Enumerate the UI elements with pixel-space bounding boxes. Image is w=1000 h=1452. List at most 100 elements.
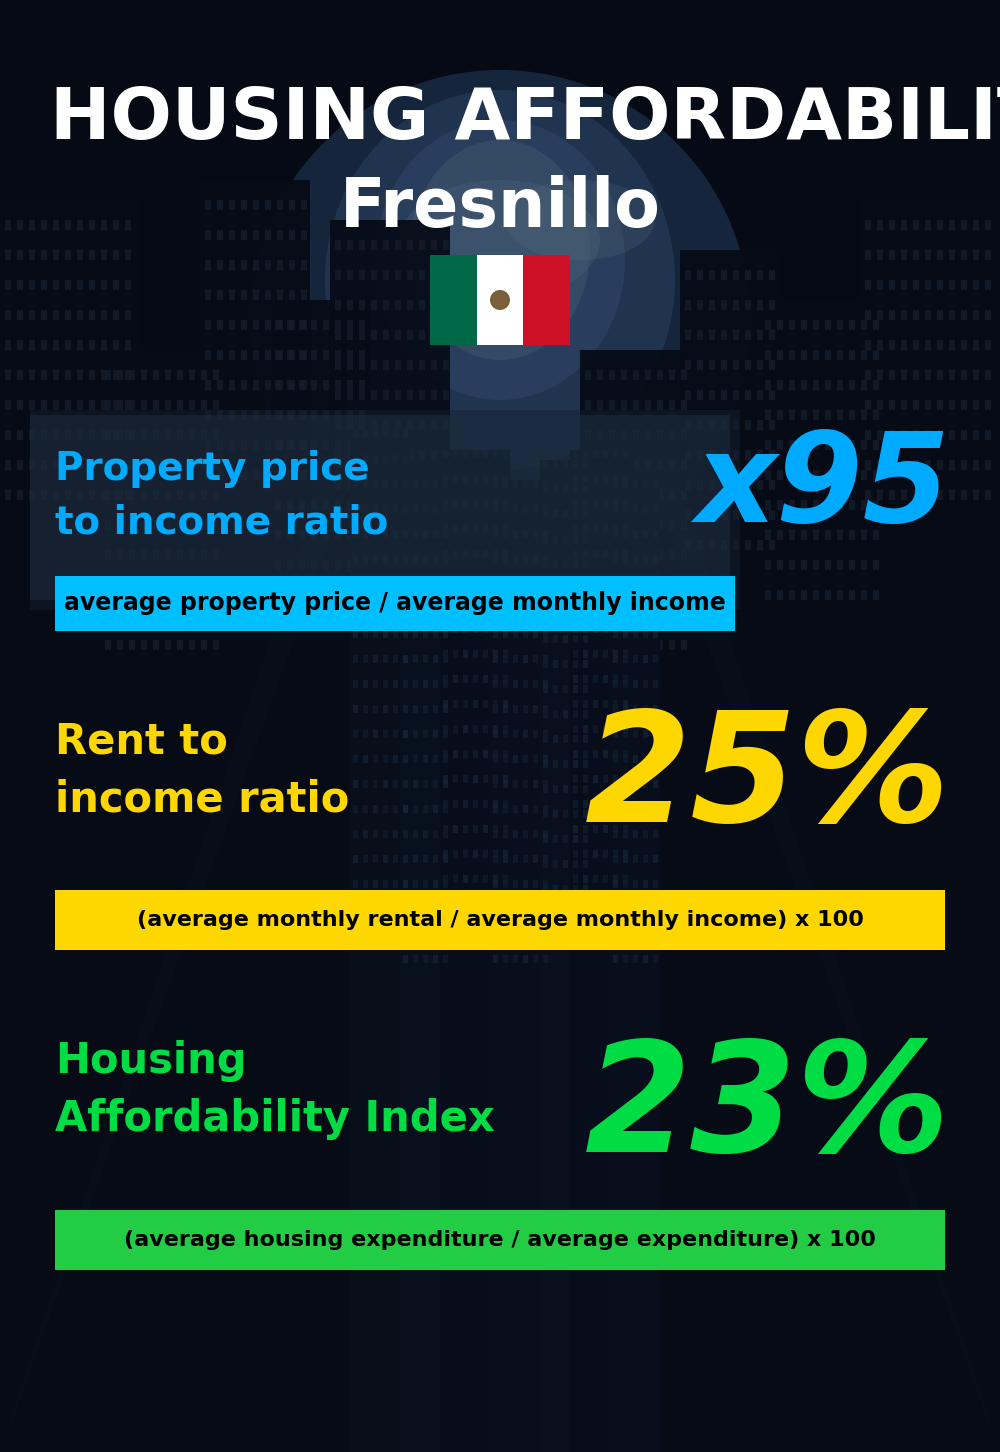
Bar xyxy=(777,470,783,481)
Bar xyxy=(789,499,795,510)
Bar xyxy=(77,489,83,499)
Bar xyxy=(17,460,23,470)
Bar xyxy=(757,540,763,550)
Bar xyxy=(573,510,578,518)
Bar xyxy=(275,560,281,571)
Bar xyxy=(949,460,955,470)
Bar xyxy=(503,630,508,637)
Bar xyxy=(277,470,283,481)
Bar xyxy=(353,630,358,637)
Bar xyxy=(553,460,558,468)
Bar xyxy=(493,905,498,913)
Bar xyxy=(363,680,368,688)
Bar xyxy=(583,710,588,717)
Bar xyxy=(29,399,35,409)
Bar xyxy=(241,470,247,481)
Bar xyxy=(453,700,458,709)
Bar xyxy=(217,200,223,211)
Bar xyxy=(553,860,558,868)
Bar xyxy=(621,520,627,530)
Bar xyxy=(985,250,991,260)
Bar xyxy=(347,350,353,360)
Bar xyxy=(583,485,588,494)
Bar xyxy=(653,880,658,889)
Bar xyxy=(613,849,618,858)
Bar xyxy=(201,640,207,650)
Bar xyxy=(403,955,408,963)
Bar xyxy=(580,350,690,1452)
Bar xyxy=(985,221,991,229)
Bar xyxy=(597,489,603,499)
Bar xyxy=(217,319,223,330)
Bar xyxy=(633,505,638,513)
Bar xyxy=(653,905,658,913)
Bar xyxy=(493,624,498,633)
Bar xyxy=(311,409,317,420)
Bar xyxy=(473,725,478,733)
Bar xyxy=(765,560,771,571)
Bar xyxy=(125,399,131,409)
Bar xyxy=(289,380,295,391)
Bar xyxy=(745,481,751,489)
Bar xyxy=(275,319,281,330)
Bar xyxy=(129,399,135,409)
Bar xyxy=(383,706,388,713)
Bar xyxy=(613,825,618,833)
Bar xyxy=(721,270,727,280)
Bar xyxy=(603,675,608,682)
Bar xyxy=(101,250,107,260)
Bar xyxy=(653,680,658,688)
Bar xyxy=(265,440,271,450)
Bar xyxy=(433,831,438,838)
Bar xyxy=(563,835,568,844)
Bar xyxy=(973,309,979,319)
Bar xyxy=(603,775,608,783)
Bar xyxy=(335,590,341,600)
Bar xyxy=(503,780,508,788)
Bar xyxy=(653,505,658,513)
Bar xyxy=(503,929,508,938)
Bar xyxy=(877,370,883,380)
Bar xyxy=(363,804,368,813)
Bar xyxy=(721,420,727,430)
Bar xyxy=(463,450,468,457)
Bar xyxy=(573,499,578,508)
Bar xyxy=(275,350,281,360)
Bar xyxy=(113,250,119,260)
Bar xyxy=(513,655,518,664)
Bar xyxy=(65,399,71,409)
Bar xyxy=(443,825,448,833)
Bar xyxy=(613,900,618,908)
Bar xyxy=(583,810,588,817)
Bar xyxy=(769,481,775,489)
Text: Rent to
income ratio: Rent to income ratio xyxy=(55,720,349,820)
Bar xyxy=(363,430,368,439)
Bar xyxy=(721,540,727,550)
Bar xyxy=(573,650,578,658)
Bar xyxy=(347,301,353,309)
Bar xyxy=(925,340,931,350)
Bar xyxy=(403,706,408,713)
Bar xyxy=(383,804,388,813)
Bar xyxy=(533,929,538,938)
Bar xyxy=(593,900,598,908)
Bar xyxy=(621,430,627,440)
Bar xyxy=(493,505,498,513)
Bar xyxy=(861,409,867,420)
Bar xyxy=(201,520,207,530)
Bar xyxy=(41,309,47,319)
Bar xyxy=(483,825,488,833)
Bar xyxy=(745,510,751,520)
Bar xyxy=(597,610,603,620)
Bar xyxy=(17,309,23,319)
Bar xyxy=(585,460,591,470)
Bar xyxy=(613,775,618,783)
Bar xyxy=(543,510,548,518)
Bar xyxy=(77,250,83,260)
Bar xyxy=(669,370,675,380)
Bar xyxy=(573,810,578,817)
Bar xyxy=(861,440,867,450)
Bar xyxy=(553,485,558,494)
Bar xyxy=(483,526,488,533)
Bar xyxy=(583,475,588,484)
